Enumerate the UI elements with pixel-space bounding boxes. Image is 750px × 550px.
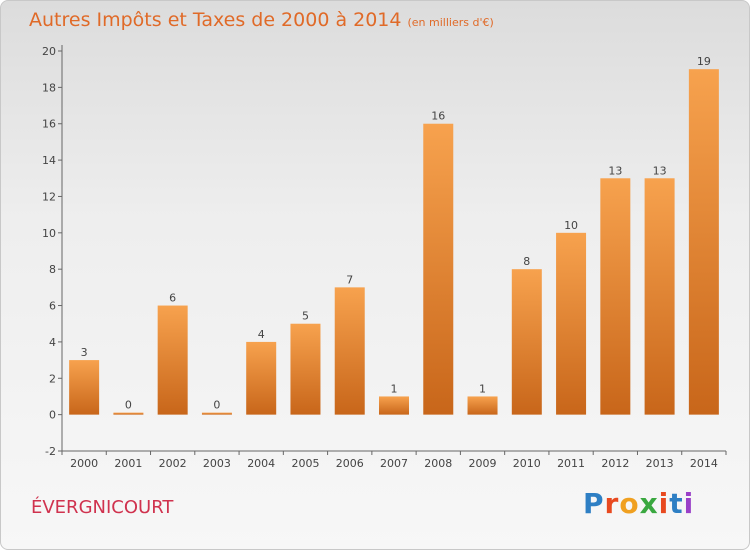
logo-letter: i (683, 487, 695, 520)
y-tick-label: 0 (49, 409, 56, 422)
data-label: 8 (523, 255, 530, 268)
bar (334, 287, 365, 415)
data-label: 10 (564, 219, 578, 232)
bar (379, 396, 409, 415)
y-tick-label: 4 (49, 336, 56, 349)
data-label: 0 (125, 399, 132, 412)
y-tick-label: 2 (49, 372, 56, 385)
logo-letter: t (669, 487, 684, 520)
x-tick-label: 2012 (601, 457, 629, 470)
bar (600, 178, 631, 415)
x-tick-label: 2013 (646, 457, 674, 470)
y-tick-label: -2 (45, 445, 56, 458)
x-tick-label: 2001 (114, 457, 142, 470)
bar (644, 178, 675, 415)
bar (423, 123, 454, 415)
data-label: 6 (169, 292, 176, 305)
bar (556, 232, 587, 415)
data-label: 16 (431, 110, 445, 123)
bar (688, 69, 719, 415)
y-tick-label: 20 (42, 45, 56, 58)
bar (511, 269, 542, 415)
proxiti-logo: Proxiti (583, 487, 694, 520)
chart-title-text: Autres Impôts et Taxes de 2000 à 2014 (29, 9, 402, 31)
data-label: 13 (653, 164, 667, 177)
logo-letter: r (604, 487, 620, 520)
data-label: 3 (81, 346, 88, 359)
data-label: 4 (258, 328, 265, 341)
data-label: 5 (302, 310, 309, 323)
bar (69, 360, 100, 415)
x-tick-label: 2014 (690, 457, 718, 470)
place-name: ÉVERGNICOURT (31, 497, 174, 518)
data-label: 0 (213, 399, 220, 412)
x-tick-label: 2002 (159, 457, 187, 470)
bar (201, 412, 232, 415)
y-tick-label: 12 (42, 190, 56, 203)
x-tick-label: 2003 (203, 457, 231, 470)
logo-letter: P (583, 487, 605, 520)
x-tick-label: 2008 (424, 457, 452, 470)
x-tick-label: 2004 (247, 457, 275, 470)
bar (246, 341, 277, 415)
x-tick-label: 2006 (336, 457, 364, 470)
data-label: 7 (346, 273, 353, 286)
y-tick-label: 8 (49, 263, 56, 276)
chart-unit: (en milliers d'€) (407, 16, 494, 29)
x-tick-label: 2010 (513, 457, 541, 470)
bar (467, 396, 498, 415)
logo-letter: i (658, 487, 670, 520)
x-tick-label: 2005 (291, 457, 319, 470)
data-label: 1 (391, 382, 398, 395)
logo-letter: x (639, 487, 659, 520)
y-tick-label: 16 (42, 118, 56, 131)
data-label: 1 (479, 382, 486, 395)
y-tick-label: 18 (42, 81, 56, 94)
x-tick-label: 2009 (469, 457, 497, 470)
data-label: 13 (608, 164, 622, 177)
logo-letter: o (619, 487, 640, 520)
x-tick-label: 2011 (557, 457, 585, 470)
x-tick-label: 2000 (70, 457, 98, 470)
data-label: 19 (697, 55, 711, 68)
bar (290, 323, 321, 415)
y-tick-label: 10 (42, 227, 56, 240)
y-tick-label: 6 (49, 300, 56, 313)
bar (157, 305, 188, 415)
chart-title: Autres Impôts et Taxes de 2000 à 2014 (en… (29, 9, 494, 31)
y-tick-label: 14 (42, 154, 56, 167)
x-tick-label: 2007 (380, 457, 408, 470)
bar (113, 412, 144, 415)
